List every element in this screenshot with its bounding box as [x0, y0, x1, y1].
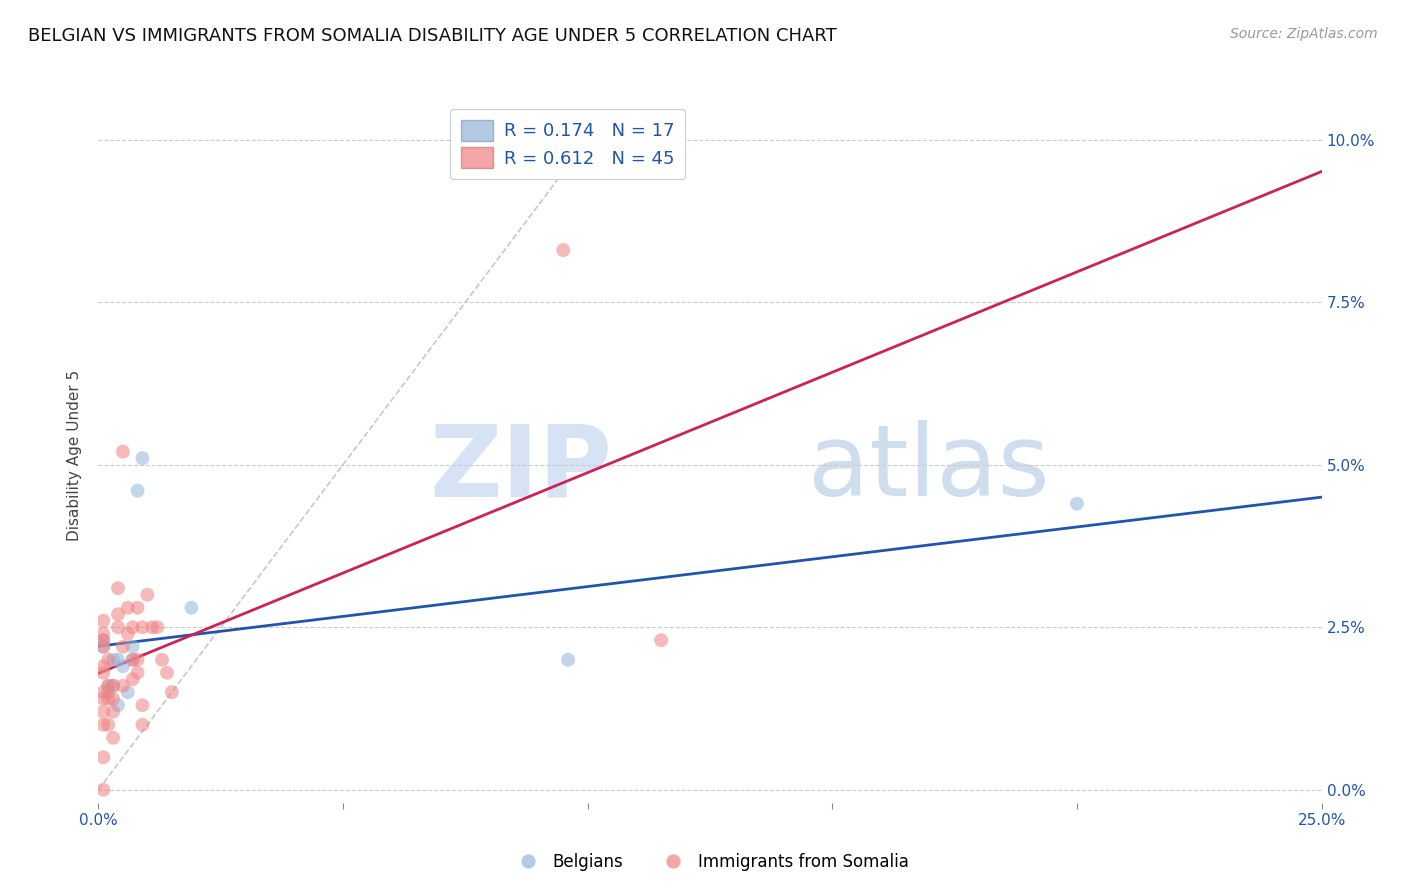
- Point: [127, 653, 149, 667]
- Point: [91, 782, 114, 797]
- Point: [91, 685, 114, 699]
- Point: [97, 653, 120, 667]
- Point: [91, 705, 114, 719]
- Point: [91, 626, 114, 640]
- Text: Source: ZipAtlas.com: Source: ZipAtlas.com: [1230, 27, 1378, 41]
- Point: [107, 607, 129, 622]
- Point: [117, 626, 139, 640]
- Legend: Belgians, Immigrants from Somalia: Belgians, Immigrants from Somalia: [505, 847, 915, 878]
- Point: [121, 653, 143, 667]
- Point: [91, 691, 114, 706]
- Point: [121, 653, 143, 667]
- Point: [180, 600, 202, 615]
- Point: [146, 620, 169, 634]
- Point: [121, 672, 143, 686]
- Point: [91, 633, 114, 648]
- Point: [101, 653, 124, 667]
- Point: [91, 640, 114, 654]
- Point: [160, 685, 183, 699]
- Point: [111, 679, 134, 693]
- Point: [156, 665, 179, 680]
- Point: [650, 633, 672, 648]
- Point: [107, 581, 129, 595]
- Point: [91, 614, 114, 628]
- Point: [553, 243, 575, 257]
- Point: [97, 718, 120, 732]
- Point: [127, 483, 149, 498]
- Point: [131, 451, 153, 466]
- Point: [111, 659, 134, 673]
- Point: [107, 620, 129, 634]
- Point: [131, 620, 153, 634]
- Point: [91, 659, 114, 673]
- Point: [131, 698, 153, 713]
- Point: [131, 718, 153, 732]
- Point: [91, 633, 114, 648]
- Point: [101, 731, 124, 745]
- Point: [150, 653, 173, 667]
- Point: [127, 600, 149, 615]
- Point: [107, 653, 129, 667]
- Point: [117, 600, 139, 615]
- Point: [111, 444, 134, 458]
- Point: [117, 685, 139, 699]
- Point: [557, 653, 579, 667]
- Point: [97, 679, 120, 693]
- Point: [91, 718, 114, 732]
- Point: [127, 665, 149, 680]
- Point: [101, 679, 124, 693]
- Point: [136, 588, 159, 602]
- Point: [107, 698, 129, 713]
- Point: [1066, 497, 1088, 511]
- Text: BELGIAN VS IMMIGRANTS FROM SOMALIA DISABILITY AGE UNDER 5 CORRELATION CHART: BELGIAN VS IMMIGRANTS FROM SOMALIA DISAB…: [28, 27, 837, 45]
- Point: [91, 640, 114, 654]
- Point: [91, 750, 114, 764]
- Y-axis label: Disability Age Under 5: Disability Age Under 5: [67, 369, 83, 541]
- Point: [97, 691, 120, 706]
- Point: [141, 620, 163, 634]
- Point: [97, 679, 120, 693]
- Point: [91, 665, 114, 680]
- Point: [121, 640, 143, 654]
- Text: ZIP: ZIP: [429, 420, 612, 517]
- Point: [101, 705, 124, 719]
- Text: atlas: atlas: [808, 420, 1049, 517]
- Point: [101, 691, 124, 706]
- Point: [121, 620, 143, 634]
- Point: [101, 679, 124, 693]
- Point: [111, 640, 134, 654]
- Point: [97, 685, 120, 699]
